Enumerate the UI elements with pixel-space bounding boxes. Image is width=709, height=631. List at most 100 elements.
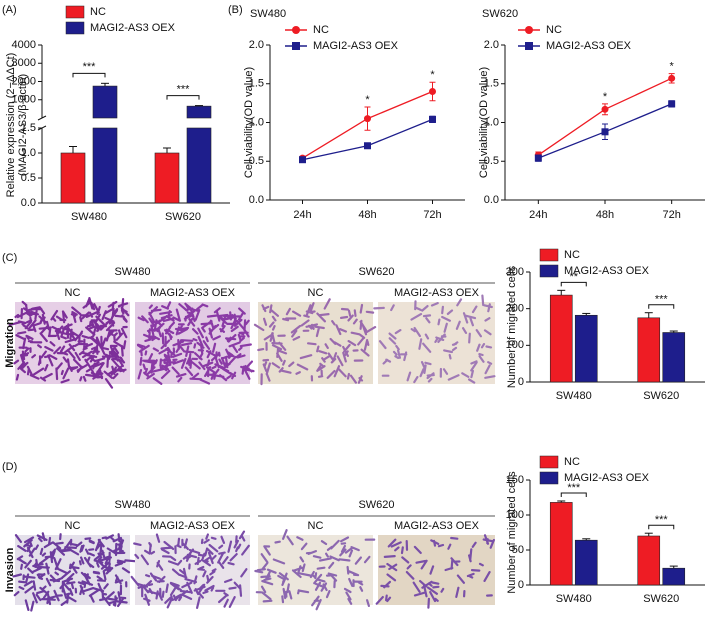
panel-label: (B) <box>228 4 243 16</box>
column-label: NC <box>308 287 324 299</box>
error-cap <box>668 73 675 84</box>
point <box>364 142 371 150</box>
legend-marker <box>525 26 533 34</box>
legend-label: MAGI2-AS3 OEX <box>564 472 650 484</box>
legend-swatch <box>539 248 559 262</box>
bar-upper <box>186 105 212 119</box>
legend-label: NC <box>546 24 562 36</box>
significance-label: *** <box>655 294 669 306</box>
y-tick-label: 3000 <box>12 57 36 69</box>
significance-bracket <box>72 72 106 78</box>
legend-label: MAGI2-AS3 OEX <box>313 40 399 52</box>
micrograph-cells <box>254 529 376 611</box>
micrograph <box>258 535 373 605</box>
y-tick-label: 1.5 <box>484 78 499 90</box>
legend-swatch <box>65 5 85 19</box>
micrograph-cells <box>12 532 136 612</box>
y-axis-label: Cell viability(OD value) <box>478 67 490 178</box>
x-tick-label: 48h <box>358 209 376 221</box>
y-axis-label: Number of migrated cells <box>506 265 518 388</box>
y-tick-label: 0.5 <box>484 155 499 167</box>
y-tick-label: 2000 <box>12 75 36 87</box>
significance-bracket <box>560 281 587 287</box>
y-tick-label: 50 <box>512 544 524 556</box>
significance-label: * <box>670 61 675 73</box>
bar-lower <box>186 127 212 204</box>
x-tick-label: SW620 <box>643 593 679 605</box>
significance-bracket <box>648 524 675 530</box>
significance-label: *** <box>177 83 191 95</box>
y-tick-label: 1.0 <box>249 116 264 128</box>
group-label: SW620 <box>358 266 394 278</box>
y-tick-label: 2.0 <box>484 39 499 51</box>
y-tick-label: 1.5 <box>21 122 36 134</box>
legend-swatch <box>539 471 559 485</box>
micrograph-cells <box>8 297 130 389</box>
bar-lower <box>92 127 118 204</box>
y-tick-label: 0 <box>518 376 524 388</box>
panel-label: (D) <box>2 461 17 473</box>
micrograph <box>135 535 250 605</box>
bar-upper <box>92 85 118 119</box>
x-tick-label: SW480 <box>556 593 592 605</box>
legend-marker <box>525 42 533 50</box>
significance-label: *** <box>655 514 669 526</box>
bar <box>154 152 180 204</box>
column-label: MAGI2-AS3 OEX <box>150 287 236 299</box>
legend-label: NC <box>313 24 329 36</box>
x-tick-label: 48h <box>596 209 614 221</box>
group-label: SW480 <box>114 266 150 278</box>
point <box>601 105 609 113</box>
y-tick-label: 2.0 <box>249 39 264 51</box>
column-label: NC <box>308 520 324 532</box>
legend-swatch <box>539 455 559 469</box>
point <box>668 74 676 82</box>
y-tick-label: 0.0 <box>484 194 499 206</box>
legend-label: MAGI2-AS3 OEX <box>90 22 176 34</box>
row-label: Migration <box>4 318 16 368</box>
legend-label: MAGI2-AS3 OEX <box>546 40 632 52</box>
column-label: MAGI2-AS3 OEX <box>394 520 480 532</box>
y-tick-label: 1.5 <box>249 78 264 90</box>
bar <box>637 535 661 586</box>
y-tick-label: 1.0 <box>21 147 36 159</box>
significance-label: ** <box>569 271 578 283</box>
point <box>299 156 306 164</box>
group-label: SW620 <box>358 499 394 511</box>
point <box>429 115 436 123</box>
column-label: NC <box>65 520 81 532</box>
micrograph-cells <box>375 534 495 609</box>
error-cap <box>602 123 608 141</box>
group-label: SW480 <box>114 499 150 511</box>
bar <box>662 567 686 586</box>
error-cap <box>364 106 371 131</box>
significance-bracket <box>648 304 675 309</box>
row-label: Invasion <box>4 547 16 592</box>
x-tick-label: 72h <box>423 209 441 221</box>
legend-swatch <box>65 21 85 35</box>
error-cap <box>429 81 436 102</box>
legend-swatch <box>539 264 559 278</box>
point <box>601 128 609 136</box>
bar <box>637 317 661 383</box>
legend-label: NC <box>564 456 580 468</box>
legend-label: NC <box>90 6 106 18</box>
point <box>364 115 371 123</box>
micrograph-cells <box>253 298 377 386</box>
x-tick-label: SW480 <box>71 211 107 223</box>
y-tick-label: 0.0 <box>21 197 36 209</box>
significance-label: *** <box>83 61 97 73</box>
significance-label: * <box>365 94 370 106</box>
y-tick-label: 100 <box>506 509 524 521</box>
x-tick-label: 24h <box>293 209 311 221</box>
chart-title: SW620 <box>482 8 518 20</box>
axes <box>504 45 705 201</box>
y-tick-label: 0.0 <box>249 194 264 206</box>
significance-label: *** <box>567 482 581 494</box>
legend-marker <box>292 26 300 34</box>
bar <box>574 539 598 586</box>
x-tick-label: SW480 <box>556 390 592 402</box>
y-tick-label: 0 <box>518 579 524 591</box>
micrograph-cells <box>130 530 250 609</box>
